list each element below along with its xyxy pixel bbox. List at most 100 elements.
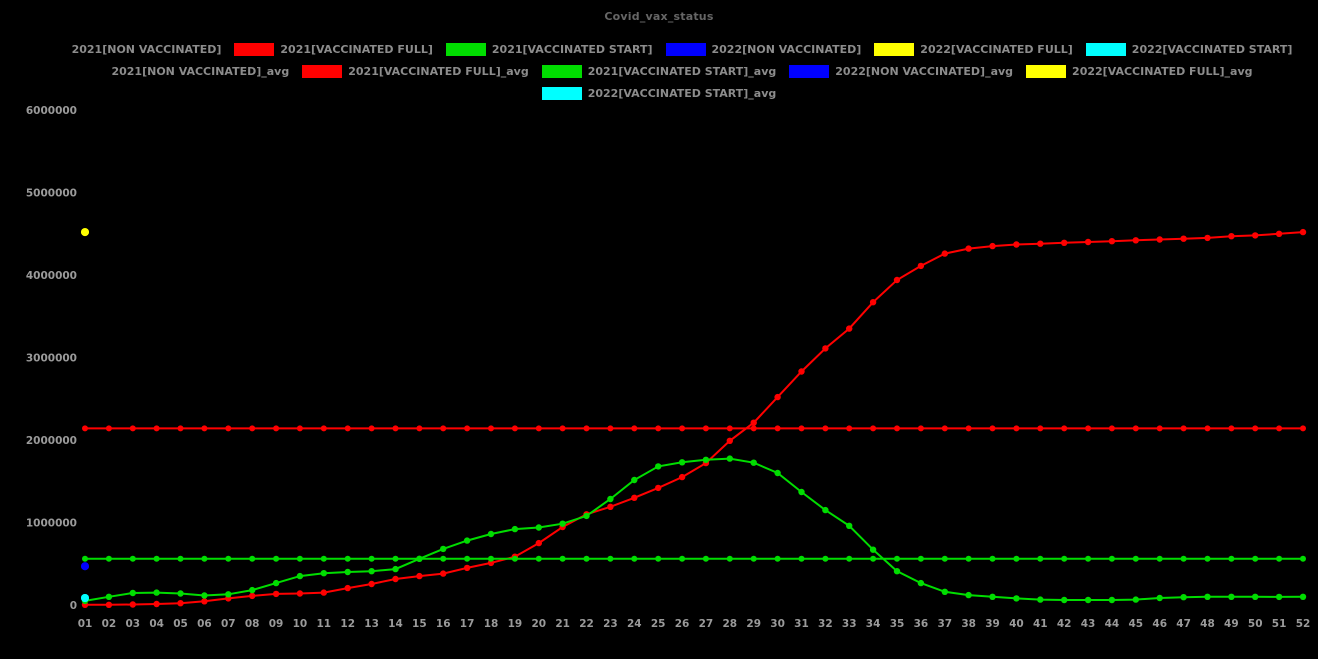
series-marker [1037,555,1044,562]
series-marker [1132,596,1140,603]
series-marker [1013,555,1020,562]
legend-item-2021-non-vaccinated-avg[interactable]: 2021[NON VACCINATED]_avg [65,64,289,78]
series-marker [1156,555,1163,562]
series-marker [583,425,590,432]
series-marker [488,425,494,432]
x-tick-label: 30 [770,618,785,630]
series-marker [989,425,996,432]
series-marker [726,437,733,444]
series-marker [535,425,542,432]
series-marker [296,572,304,580]
legend-item-2022-vaccinated-full-avg[interactable]: 2022[VACCINATED FULL]_avg [1026,64,1253,78]
series-marker [249,586,256,594]
x-tick-label: 32 [818,618,833,630]
legend-item-2021-vaccinated-start-avg[interactable]: 2021[VACCINATED START]_avg [541,64,776,78]
series-marker [1204,593,1211,600]
legend-item-2022-non-vaccinated[interactable]: 2022[NON VACCINATED] [665,42,861,56]
legend-item-2022-vaccinated-start-avg[interactable]: 2022[VACCINATED START]_avg [541,86,776,100]
series-marker [559,425,566,432]
series-marker [822,345,829,352]
series-marker [392,565,399,573]
series-marker [105,425,112,432]
series-marker [941,425,948,432]
legend-row: 2021[NON VACCINATED]_avg 2021[VACCINATED … [0,64,1318,78]
x-tick-label: 42 [1057,618,1072,630]
x-tick-label: 29 [746,618,761,630]
legend-item-2021-vaccinated-full-avg[interactable]: 2021[VACCINATED FULL]_avg [302,64,529,78]
series-marker [607,425,614,432]
x-tick-label: 38 [961,618,976,630]
series-marker [535,524,542,531]
series-marker [105,601,113,608]
series-marker [1204,555,1211,562]
x-tick-label: 51 [1272,618,1287,630]
series-marker [1156,236,1163,243]
series-marker [965,425,972,432]
series-marker [894,425,900,432]
series-marker [655,425,662,432]
legend-item-2022-vaccinated-full[interactable]: 2022[VACCINATED FULL] [874,42,1073,56]
series-marker [392,555,399,562]
series-marker [1061,425,1068,432]
series-marker [1084,596,1092,604]
series-marker [225,555,232,562]
x-tick-label: 33 [842,618,857,630]
series-marker [893,568,901,575]
series-marker [153,425,160,432]
series-marker [368,425,375,432]
series-marker [607,555,614,562]
x-tick-label: 41 [1033,618,1048,630]
x-tick-label: 46 [1152,618,1167,630]
x-tick-label: 31 [794,618,809,630]
series-marker [1180,555,1187,562]
series-marker [679,425,686,432]
legend-swatch [445,42,486,56]
x-tick-label: 40 [1009,618,1024,630]
series-marker [320,555,327,562]
series-marker [1252,425,1259,432]
legend-label: 2021[VACCINATED FULL]_avg [348,64,529,78]
x-tick-label: 47 [1176,618,1191,630]
legend-label: 2021[VACCINATED START] [491,42,653,56]
x-tick-label: 44 [1105,618,1120,630]
x-tick-label: 50 [1248,618,1263,630]
series-marker [1275,593,1283,601]
series-marker [1276,555,1283,562]
series-marker [416,572,423,580]
legend-item-2021-non-vaccinated[interactable]: 2021[NON VACCINATED] [25,42,221,56]
series-marker [1108,596,1116,604]
legend-item-2022-non-vaccinated-avg[interactable]: 2022[NON VACCINATED]_avg [789,64,1013,78]
series-marker [1156,425,1163,432]
y-tick-label: 6000000 [26,105,77,117]
series-marker [679,555,686,562]
series-marker [1037,425,1044,432]
series-marker [1180,594,1187,601]
series-marker [463,564,471,572]
series-marker [655,463,662,470]
series-marker [869,299,877,306]
series-marker [296,425,303,432]
series-marker [965,555,972,562]
series-marker [1228,555,1235,562]
series-marker [846,522,853,529]
x-tick-label: 23 [603,618,618,630]
series-marker [1061,239,1068,246]
legend-label: 2021[VACCINATED FULL] [280,42,433,56]
series-marker [631,555,638,562]
legend-item-2021-vaccinated-full[interactable]: 2021[VACCINATED FULL] [234,42,433,56]
x-tick-label: 08 [245,618,260,630]
series-marker [201,555,208,562]
x-tick-label: 49 [1224,618,1239,630]
legend-item-2021-vaccinated-start[interactable]: 2021[VACCINATED START] [445,42,653,56]
x-tick-label: 01 [78,618,93,630]
legend-item-2022-vaccinated-start[interactable]: 2022[VACCINATED START] [1085,42,1292,56]
series-marker [941,250,948,257]
series-marker [535,555,542,562]
x-tick-label: 12 [340,618,355,630]
x-tick-label: 07 [221,618,236,630]
series-marker [822,425,829,432]
y-axis-labels: 0 1000000 2000000 3000000 4000000 5000000 6000… [26,105,77,612]
series-marker [201,598,208,605]
series-marker [368,555,375,562]
